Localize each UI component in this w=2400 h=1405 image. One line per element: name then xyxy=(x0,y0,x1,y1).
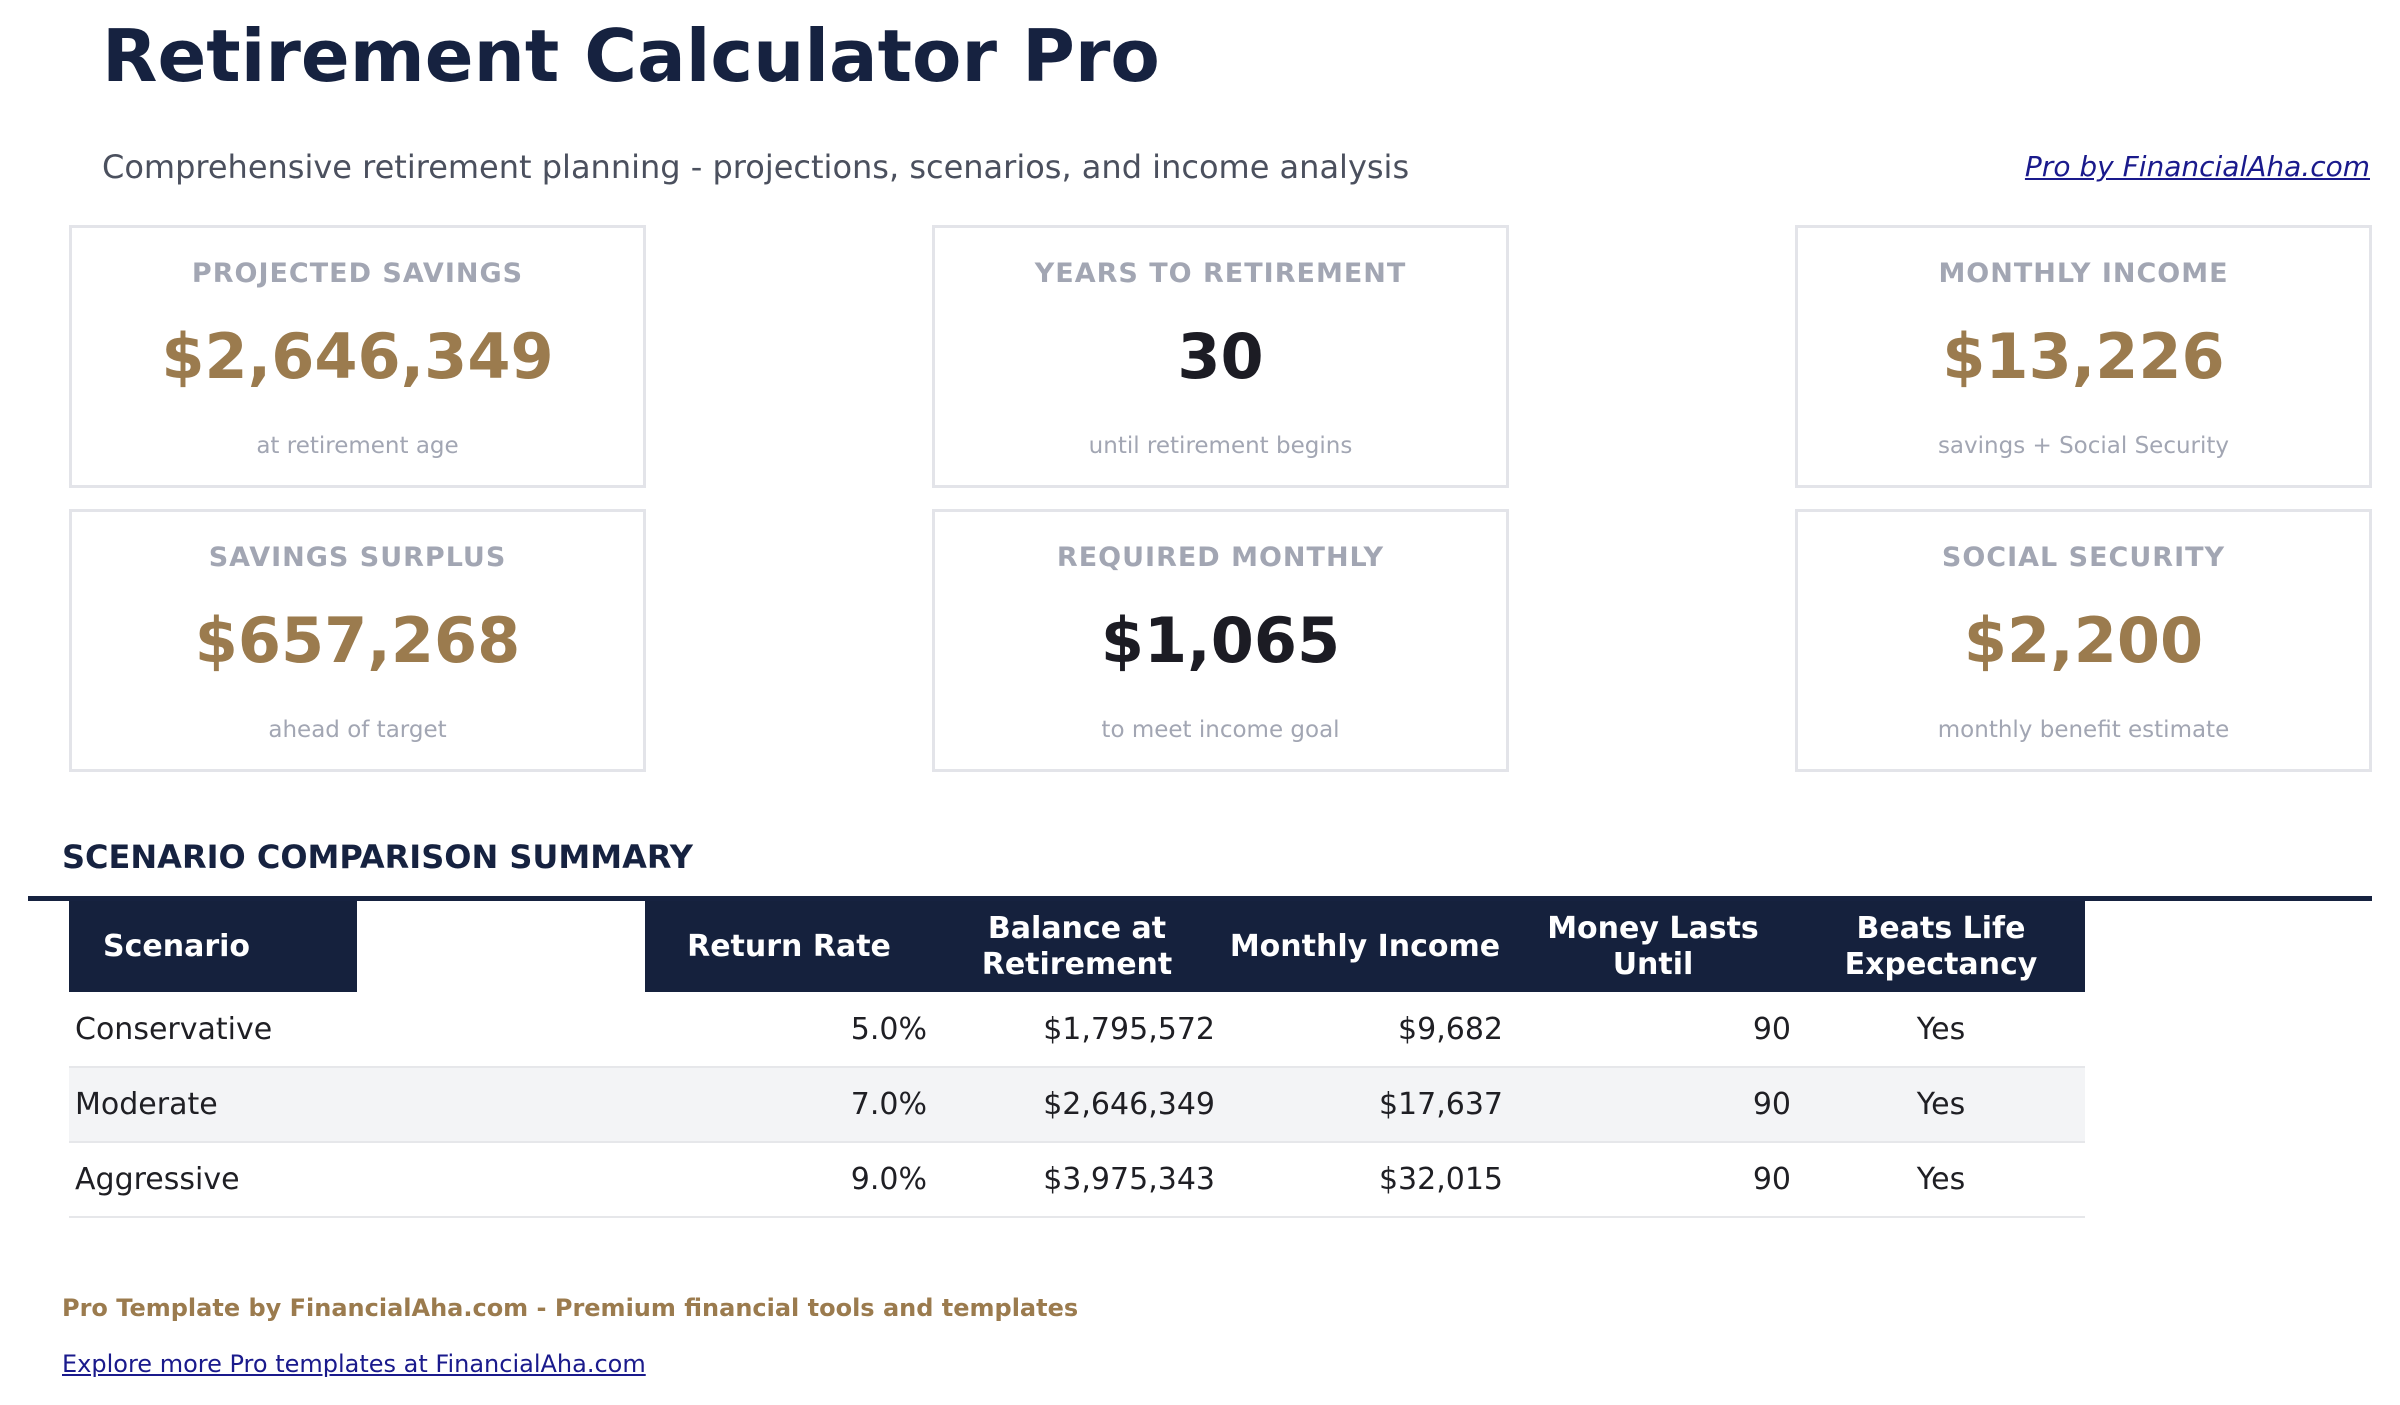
card-value: $2,646,349 xyxy=(161,320,554,393)
card-monthly-income: MONTHLY INCOME $13,226 savings + Social … xyxy=(1795,225,2372,488)
card-value: $1,065 xyxy=(1100,604,1341,677)
card-required-monthly: REQUIRED MONTHLY $1,065 to meet income g… xyxy=(932,509,1509,772)
page-subtitle: Comprehensive retirement planning - proj… xyxy=(102,148,1410,186)
card-label: REQUIRED MONTHLY xyxy=(1056,542,1385,573)
card-social-security: SOCIAL SECURITY $2,200 monthly benefit e… xyxy=(1795,509,2372,772)
section-divider xyxy=(28,896,2372,901)
cell-monthly-income: $9,682 xyxy=(1221,992,1509,1068)
cell-balance: $3,975,343 xyxy=(933,1142,1221,1218)
card-label: SOCIAL SECURITY xyxy=(1941,542,2226,573)
scenario-table: Scenario Return Rate Balance at Retireme… xyxy=(69,901,2085,1218)
card-label: MONTHLY INCOME xyxy=(1938,258,2229,289)
page-title: Retirement Calculator Pro xyxy=(102,14,1160,98)
card-sub: monthly benefit estimate xyxy=(1937,717,2230,743)
cell-money-lasts: 90 xyxy=(1509,1142,1797,1218)
col-money-lasts: Money Lasts Until xyxy=(1509,901,1797,992)
pro-link[interactable]: Pro by FinancialAha.com xyxy=(2024,150,2370,183)
cell-beats-life: Yes xyxy=(1797,992,2085,1068)
cell-balance: $1,795,572 xyxy=(933,992,1221,1068)
footer-link[interactable]: Explore more Pro templates at FinancialA… xyxy=(62,1350,646,1378)
card-savings-surplus: SAVINGS SURPLUS $657,268 ahead of target xyxy=(69,509,646,772)
card-value: $657,268 xyxy=(194,604,521,677)
cell-money-lasts: 90 xyxy=(1509,1067,1797,1143)
cell-money-lasts: 90 xyxy=(1509,992,1797,1068)
card-sub: ahead of target xyxy=(268,717,447,743)
cell-scenario: Conservative xyxy=(69,992,357,1068)
col-scenario: Scenario xyxy=(69,901,357,992)
card-label: YEARS TO RETIREMENT xyxy=(1034,258,1407,289)
table-row: Aggressive 9.0% $3,975,343 $32,015 90 Ye… xyxy=(69,1142,2085,1218)
card-projected-savings: PROJECTED SAVINGS $2,646,349 at retireme… xyxy=(69,225,646,488)
section-heading: SCENARIO COMPARISON SUMMARY xyxy=(62,838,693,876)
cell-return-rate: 7.0% xyxy=(645,1067,933,1143)
table-row: Moderate 7.0% $2,646,349 $17,637 90 Yes xyxy=(69,1067,2085,1143)
card-sub: until retirement begins xyxy=(1088,433,1353,459)
col-beats-life: Beats Life Expectancy xyxy=(1797,901,2085,992)
cell-balance: $2,646,349 xyxy=(933,1067,1221,1143)
cell-blank xyxy=(357,1142,645,1218)
card-value: 30 xyxy=(1177,320,1264,393)
cell-beats-life: Yes xyxy=(1797,1067,2085,1143)
cell-blank xyxy=(357,1067,645,1143)
card-years-to-retirement: YEARS TO RETIREMENT 30 until retirement … xyxy=(932,225,1509,488)
table-row: Conservative 5.0% $1,795,572 $9,682 90 Y… xyxy=(69,992,2085,1068)
card-value: $13,226 xyxy=(1942,320,2225,393)
table-header-row: Scenario Return Rate Balance at Retireme… xyxy=(69,901,2085,992)
col-blank xyxy=(357,901,645,992)
cell-monthly-income: $32,015 xyxy=(1221,1142,1509,1218)
cell-monthly-income: $17,637 xyxy=(1221,1067,1509,1143)
cell-beats-life: Yes xyxy=(1797,1142,2085,1218)
cell-scenario: Moderate xyxy=(69,1067,357,1143)
card-sub: to meet income goal xyxy=(1101,717,1340,743)
card-sub: savings + Social Security xyxy=(1937,433,2230,459)
cell-scenario: Aggressive xyxy=(69,1142,357,1218)
col-balance: Balance at Retirement xyxy=(933,901,1221,992)
cell-blank xyxy=(357,992,645,1068)
col-return-rate: Return Rate xyxy=(645,901,933,992)
card-label: PROJECTED SAVINGS xyxy=(191,258,524,289)
cell-return-rate: 5.0% xyxy=(645,992,933,1068)
footer-text: Pro Template by FinancialAha.com - Premi… xyxy=(62,1294,1079,1322)
card-label: SAVINGS SURPLUS xyxy=(208,542,507,573)
col-monthly-income: Monthly Income xyxy=(1221,901,1509,992)
card-value: $2,200 xyxy=(1963,604,2204,677)
card-sub: at retirement age xyxy=(256,433,459,459)
cell-return-rate: 9.0% xyxy=(645,1142,933,1218)
